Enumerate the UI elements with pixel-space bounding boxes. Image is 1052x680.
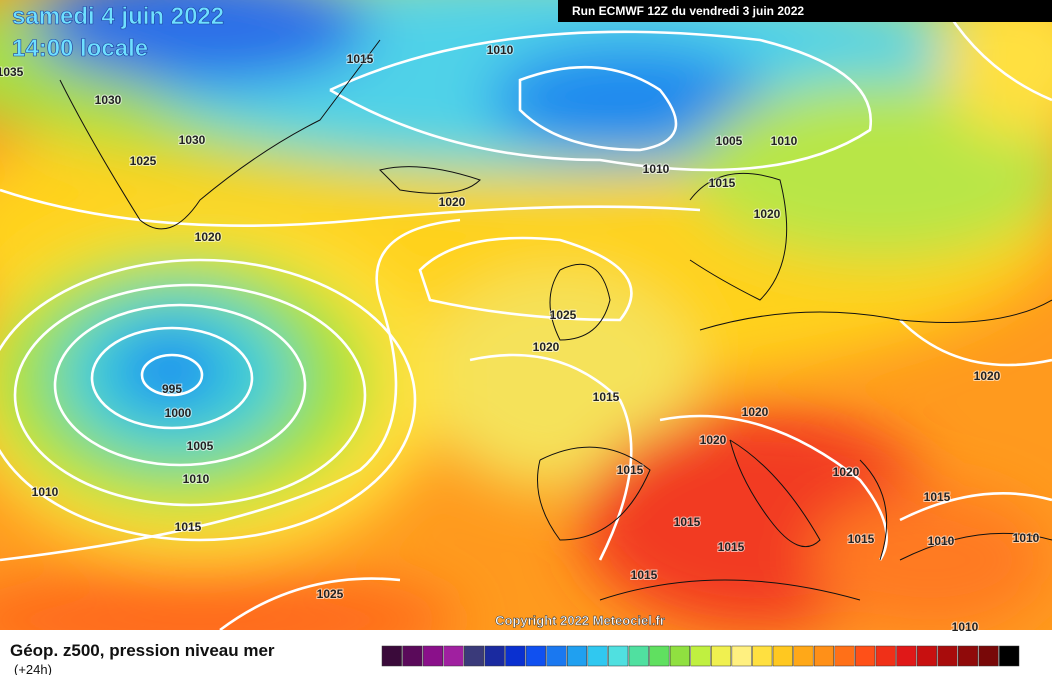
color-scale: [381, 645, 1020, 667]
run-banner: [558, 0, 1052, 22]
isobar-label: 1015: [175, 520, 202, 534]
copyright: Copyright 2022 Meteociel.fr: [495, 613, 665, 628]
scale-swatch: [669, 645, 690, 667]
isobar-label: 1020: [742, 405, 769, 419]
scale-swatch: [772, 645, 793, 667]
time: 14:00 locale: [12, 35, 148, 62]
isobar-label: 1025: [550, 308, 577, 322]
scale-swatch: [875, 645, 896, 667]
isobar-label: 1010: [32, 485, 59, 499]
isobar-label: 1015: [631, 568, 658, 582]
isobar-label: 1010: [952, 620, 979, 634]
scale-swatch: [731, 645, 752, 667]
isobar-label: 1020: [700, 433, 727, 447]
scale-swatch: [937, 645, 958, 667]
scale-swatch: [587, 645, 608, 667]
isobar-label: 1015: [617, 463, 644, 477]
scale-swatch: [999, 645, 1020, 667]
scale-swatch: [566, 645, 588, 667]
isobar-label: 1035: [0, 65, 24, 79]
scale-swatch: [916, 645, 937, 667]
isobar-label: 1020: [533, 340, 560, 354]
scale-swatch: [834, 645, 855, 667]
isobar-label: 1010: [643, 162, 670, 176]
scale-swatch: [752, 645, 773, 667]
footer-lead: (+24h): [14, 662, 52, 675]
isobar-label: 1015: [709, 176, 736, 190]
isobar-label: 1005: [187, 439, 214, 453]
isobar-label: 1000: [165, 406, 192, 420]
scale-swatch: [381, 645, 402, 667]
isobar-label: 1030: [179, 133, 206, 147]
scale-swatch: [958, 645, 979, 667]
scale-swatch: [896, 645, 917, 667]
isobar-label: 1020: [833, 465, 860, 479]
scale-swatch: [402, 645, 423, 667]
footer-title: Géop. z500, pression niveau mer: [10, 641, 275, 660]
isobar-label: 1015: [848, 532, 875, 546]
scale-swatch: [422, 645, 443, 667]
scale-swatch: [505, 645, 526, 667]
scale-swatch: [649, 645, 670, 667]
scale-swatch: [855, 645, 876, 667]
date: samedi 4 juin 2022: [12, 3, 224, 30]
isobar-label: 1025: [130, 154, 157, 168]
scale-swatch: [793, 645, 814, 667]
scale-swatch: [978, 645, 999, 667]
isobar-label: 1015: [593, 390, 620, 404]
scale-swatch: [464, 645, 485, 667]
isobar-label: 1010: [771, 134, 798, 148]
scale-swatch: [813, 645, 835, 667]
isobar-label: 1020: [195, 230, 222, 244]
scale-swatch: [546, 645, 567, 667]
scale-swatch: [628, 645, 649, 667]
scale-swatch: [608, 645, 629, 667]
isobar-label: 1010: [183, 472, 210, 486]
isobar-labels: 1035 1030 1015 1010 1030 1025 1020 1020 1005 1010…: [0, 42, 1041, 635]
coastlines: [59, 39, 1052, 601]
scale-swatch: [484, 645, 505, 667]
isobar-label: 1025: [317, 587, 344, 601]
isobar-label: 1015: [347, 52, 374, 66]
isobar-label: 995: [162, 382, 182, 396]
isobar-label: 1015: [924, 490, 951, 504]
isobar-label: 1005: [716, 134, 743, 148]
isobar-label: 1010: [487, 43, 514, 57]
isobar-label: 1015: [674, 515, 701, 529]
scale-swatch: [690, 645, 711, 667]
scale-swatch: [443, 645, 464, 667]
isobar-label: 1015: [718, 540, 745, 554]
isobar-label: 1010: [928, 534, 955, 548]
scale-swatch: [711, 645, 732, 667]
isobar-label: 1020: [974, 369, 1001, 383]
scale-swatch: [525, 645, 546, 667]
isobar-label: 1010: [1013, 531, 1040, 545]
isobar-label: 1020: [439, 195, 466, 209]
isobar-label: 1030: [95, 93, 122, 107]
run-info: Run ECMWF 12Z du vendredi 3 juin 2022: [572, 4, 804, 18]
isobar-label: 1020: [754, 207, 781, 221]
